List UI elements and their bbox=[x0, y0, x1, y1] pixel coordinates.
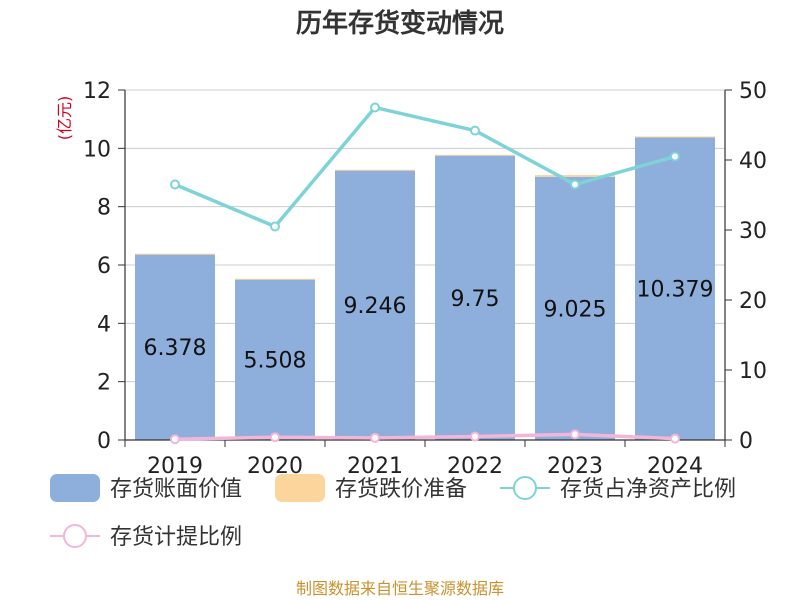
bar-inventory-book-value bbox=[135, 253, 215, 440]
legend-circle-marker bbox=[63, 524, 87, 548]
line-point bbox=[570, 429, 580, 440]
bar-inventory-impairment bbox=[635, 136, 715, 138]
right-tick-label: 10 bbox=[739, 359, 767, 384]
left-tick-label: 2 bbox=[97, 371, 111, 396]
legend-label: 存货占净资产比例 bbox=[560, 477, 736, 502]
right-tick-label: 50 bbox=[739, 79, 767, 104]
left-tick-label: 4 bbox=[97, 312, 111, 337]
line-provision-ratio bbox=[174, 432, 676, 442]
bar-data-label: 9.025 bbox=[544, 297, 607, 322]
bar-inventory-book-value bbox=[535, 176, 615, 441]
x-tick-label: 2021 bbox=[347, 454, 403, 479]
chart-title: 历年存货变动情况 bbox=[296, 8, 504, 39]
x-tick-label: 2019 bbox=[147, 454, 203, 479]
line-point bbox=[170, 179, 180, 190]
line-point bbox=[570, 179, 580, 190]
right-tick-label: 20 bbox=[739, 289, 767, 314]
left-tick-label: 10 bbox=[83, 137, 111, 162]
line-point bbox=[470, 125, 480, 136]
legend-circle-marker bbox=[513, 476, 537, 500]
x-tick-label: 2024 bbox=[647, 454, 703, 479]
left-tick-label: 6 bbox=[97, 254, 111, 279]
left-tick-label: 8 bbox=[97, 196, 111, 221]
right-tick-label: 40 bbox=[739, 149, 767, 174]
bar-inventory-impairment bbox=[135, 253, 215, 255]
legend-label: 存货账面价值 bbox=[110, 477, 242, 502]
right-tick-label: 30 bbox=[739, 219, 767, 244]
line-point bbox=[270, 432, 280, 443]
bar-data-label: 6.378 bbox=[144, 336, 207, 361]
line-point bbox=[170, 434, 180, 445]
bar-inventory-impairment bbox=[535, 175, 615, 177]
legend-swatch bbox=[275, 474, 325, 502]
bar-data-label: 5.508 bbox=[244, 349, 307, 374]
line-point bbox=[670, 433, 680, 444]
line-point bbox=[670, 151, 680, 162]
source-note: 制图数据来自恒生聚源数据库 bbox=[296, 579, 504, 598]
line-point bbox=[270, 221, 280, 232]
line-point bbox=[470, 431, 480, 442]
series-lines bbox=[170, 102, 680, 445]
bar-labels: 6.378 5.508 9.246 9.75 9.025 10.379 bbox=[144, 278, 714, 374]
x-tick-label: 2022 bbox=[447, 454, 503, 479]
bars bbox=[135, 136, 715, 441]
right-tick-label: 0 bbox=[739, 429, 753, 454]
legend-label: 存货计提比例 bbox=[110, 525, 242, 550]
left-tick-label: 12 bbox=[83, 79, 111, 104]
bar-inventory-book-value bbox=[435, 155, 515, 440]
bar-inventory-book-value bbox=[335, 170, 415, 440]
line-point bbox=[370, 102, 380, 113]
legend-swatch bbox=[50, 474, 100, 502]
bar-inventory-impairment bbox=[235, 278, 315, 280]
line-point bbox=[370, 432, 380, 443]
bar-data-label: 10.379 bbox=[637, 278, 714, 303]
left-axis-unit: (亿元) bbox=[55, 96, 74, 141]
bar-inventory-impairment bbox=[335, 169, 415, 171]
bar-data-label: 9.75 bbox=[451, 287, 500, 312]
left-tick-label: 0 bbox=[97, 429, 111, 454]
bar-inventory-impairment bbox=[435, 154, 515, 156]
bar-inventory-book-value bbox=[635, 137, 715, 440]
bar-data-label: 9.246 bbox=[344, 294, 407, 319]
line-inventory-to-net-assets bbox=[174, 105, 676, 229]
right-axis-unit: % bbox=[796, 84, 800, 99]
legend-label: 存货跌价准备 bbox=[335, 477, 467, 502]
x-tick-label: 2023 bbox=[547, 454, 603, 479]
bar-inventory-book-value bbox=[235, 279, 315, 440]
